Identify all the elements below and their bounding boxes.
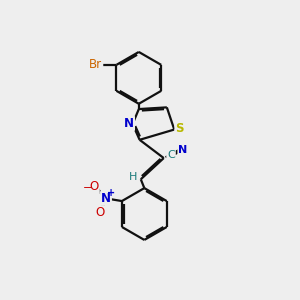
Text: N: N bbox=[101, 192, 111, 205]
Text: Br: Br bbox=[89, 58, 102, 71]
Text: N: N bbox=[124, 117, 134, 130]
Text: H: H bbox=[129, 172, 138, 182]
Text: O: O bbox=[90, 180, 99, 193]
Text: +: + bbox=[107, 188, 116, 198]
Text: C: C bbox=[167, 150, 175, 160]
Text: −: − bbox=[82, 183, 92, 193]
Text: S: S bbox=[175, 122, 184, 136]
Text: N: N bbox=[178, 145, 188, 154]
Text: O: O bbox=[95, 206, 104, 219]
